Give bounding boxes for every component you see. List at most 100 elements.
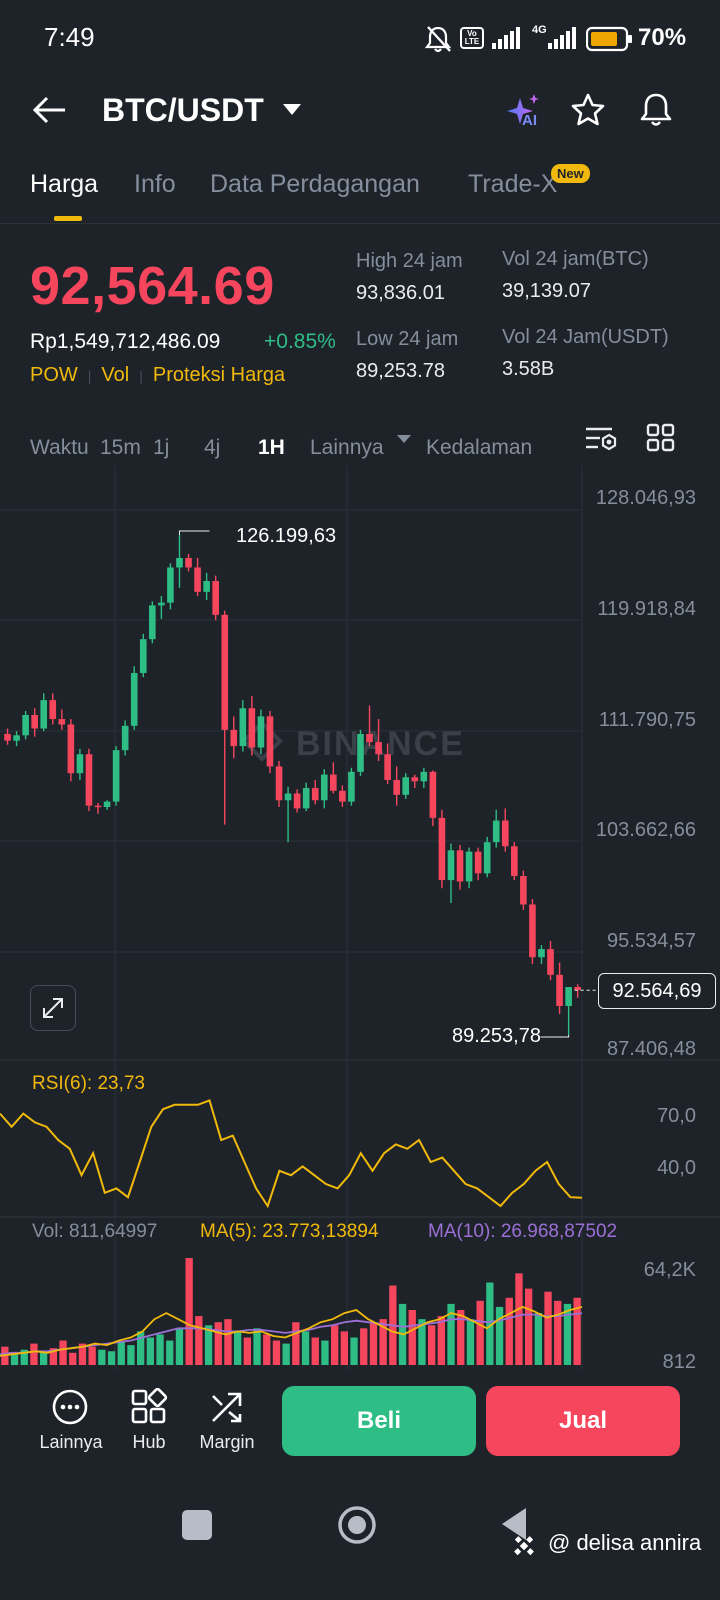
candle-body	[293, 793, 301, 809]
battery-icon	[586, 26, 632, 52]
timeframe-4j[interactable]: 4j	[204, 436, 221, 459]
candle-body	[420, 771, 428, 782]
fullscreen-button[interactable]	[30, 985, 76, 1031]
volume-bar	[486, 1282, 494, 1365]
pair-title[interactable]: BTC/USDT	[102, 92, 264, 128]
timeframe-1j[interactable]: 1j	[153, 436, 170, 459]
hub-button[interactable]: Hub	[124, 1388, 174, 1460]
vol-btc-value: 39,139.07	[502, 280, 591, 302]
candle-body	[411, 777, 419, 782]
candle-body	[465, 851, 473, 882]
volume-bar	[360, 1328, 368, 1365]
high-24h-value: 93,836.01	[356, 282, 445, 304]
candle-body	[511, 846, 518, 877]
candle-body	[565, 987, 572, 1006]
candle-body	[85, 754, 93, 806]
sell-button[interactable]: Jual	[486, 1386, 680, 1456]
volume-bar	[340, 1331, 348, 1365]
candlestick-chart[interactable]: BINANCE	[0, 465, 720, 1370]
tag-pow[interactable]: POW	[30, 364, 78, 386]
candle-body	[203, 581, 210, 592]
margin-button[interactable]: Margin	[192, 1388, 262, 1460]
ma5-line	[0, 1305, 583, 1357]
volume-bar	[117, 1342, 125, 1365]
candle-body	[130, 673, 138, 726]
volume-bar	[98, 1349, 106, 1365]
bell-alert-icon[interactable]	[638, 90, 674, 130]
tab-info[interactable]: Info	[134, 170, 176, 198]
timeframe-15m[interactable]: 15m	[100, 436, 141, 459]
expand-icon	[43, 998, 63, 1018]
candle-body	[4, 733, 11, 741]
volume-bar	[408, 1310, 416, 1365]
candle-body	[284, 793, 292, 801]
high-24h-label: High 24 jam	[356, 250, 463, 272]
network-type: 4G	[532, 24, 547, 36]
chart-area[interactable]: BINANCE 128.046,93 119.918,84 111.790,75…	[0, 465, 720, 1370]
volume-bar	[263, 1334, 271, 1365]
tab-harga[interactable]: Harga	[30, 170, 99, 198]
ai-label: AI	[522, 112, 537, 129]
candle-body	[438, 817, 446, 881]
ai-assistant-button[interactable]: AI	[502, 92, 544, 132]
volume-bar	[457, 1310, 465, 1365]
timeframe-kedalaman[interactable]: Kedalaman	[426, 436, 533, 459]
timeframe-waktu[interactable]: Waktu	[30, 436, 89, 459]
more-button[interactable]: Lainnya	[36, 1388, 106, 1460]
more-dots-icon	[52, 1389, 88, 1425]
chart-settings-icon[interactable]	[584, 424, 618, 454]
candle-body	[149, 605, 156, 640]
price-change-percent: +0.85%	[264, 330, 336, 353]
volume-bar	[224, 1319, 232, 1365]
vol-usdt-value: 3.58B	[502, 358, 555, 380]
candle-body	[456, 850, 464, 882]
back-triangle-icon[interactable]	[500, 1506, 530, 1542]
buy-button[interactable]: Beli	[282, 1386, 476, 1456]
volume-bar	[525, 1288, 533, 1365]
volume-bar	[379, 1319, 387, 1365]
y-axis-label: 87.406,48	[607, 1038, 696, 1060]
tag-separator: |	[87, 367, 92, 384]
volume-bar	[253, 1328, 261, 1365]
candle-body	[357, 733, 364, 772]
home-circle-icon[interactable]	[336, 1504, 378, 1546]
candles	[4, 530, 598, 1038]
chevron-down-icon[interactable]	[282, 103, 302, 117]
candle-body	[94, 805, 102, 808]
tab-active-indicator	[54, 216, 82, 221]
favorite-star-icon[interactable]	[570, 92, 606, 128]
uploader-watermark: @ delisa annira	[548, 1530, 702, 1555]
recent-apps-icon[interactable]	[182, 1510, 212, 1540]
volume-bar	[272, 1340, 281, 1365]
volume-bar	[127, 1345, 135, 1365]
tag-vol[interactable]: Vol	[101, 364, 130, 386]
timeframe-1h[interactable]: 1H	[258, 436, 285, 459]
candle-body	[103, 801, 111, 808]
rsi-label: RSI(6): 23,73	[32, 1073, 145, 1094]
back-arrow-icon[interactable]	[32, 94, 68, 126]
volume-bar	[195, 1316, 203, 1365]
rsi-level-label: 40,0	[657, 1157, 696, 1179]
candle-body	[121, 725, 129, 751]
tab-trade-x[interactable]: Trade-X	[468, 170, 558, 198]
volte-icon: Vo LTE	[460, 27, 484, 49]
candle-body	[58, 719, 66, 725]
status-bar: 7:49 Vo LTE 4G 70%	[0, 0, 720, 78]
volume-bar	[418, 1319, 426, 1365]
volume-bar	[49, 1348, 57, 1365]
grid-layout-icon[interactable]	[646, 423, 676, 453]
candle-body	[76, 754, 84, 774]
volume-bar	[554, 1300, 562, 1365]
volume-bar	[534, 1313, 542, 1365]
volume-bar	[505, 1297, 513, 1365]
candle-body	[366, 733, 373, 743]
volume-bar	[243, 1337, 251, 1365]
timeframe-lainnya[interactable]: Lainnya	[310, 436, 384, 459]
tag-proteksi-harga[interactable]: Proteksi Harga	[152, 364, 286, 386]
buy-label: Beli	[356, 1407, 401, 1434]
volume-bar	[515, 1273, 523, 1365]
tab-data-perdagangan[interactable]: Data Perdagangan	[210, 170, 420, 198]
candle-body	[112, 750, 120, 802]
candle-body	[275, 766, 283, 801]
volume-bar	[20, 1349, 28, 1365]
